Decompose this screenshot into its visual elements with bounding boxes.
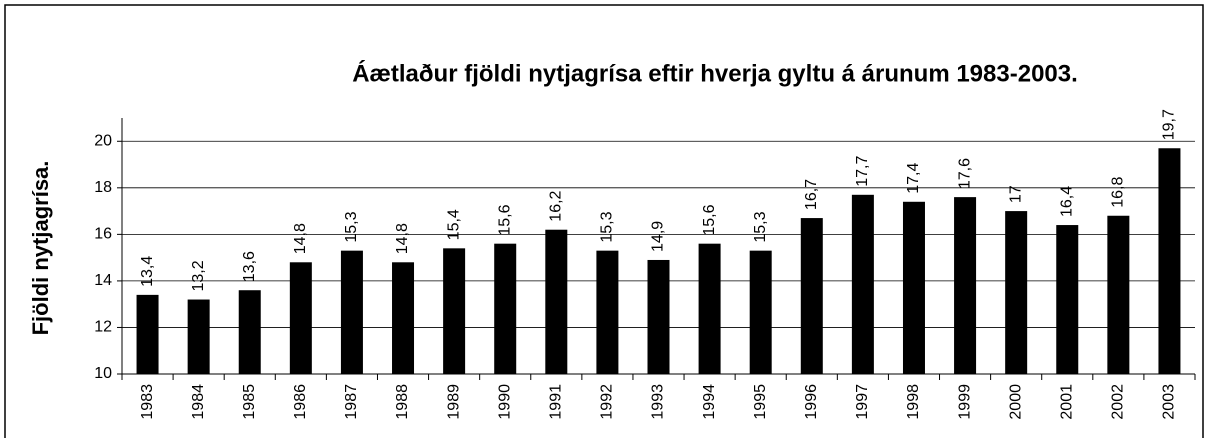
- bar: [289, 262, 312, 374]
- bar: [1005, 211, 1028, 374]
- bar: [1158, 148, 1181, 374]
- y-tick-label: 12: [94, 319, 112, 336]
- value-label: 17,6: [956, 158, 973, 189]
- x-tick-label: 1987: [343, 384, 360, 420]
- x-tick-label: 1989: [445, 384, 462, 420]
- value-label: 13,2: [190, 260, 207, 291]
- value-label: 15,4: [445, 209, 462, 240]
- value-label: 17,7: [854, 156, 871, 187]
- x-tick-label: 1996: [803, 384, 820, 420]
- x-tick-label: 2000: [1007, 384, 1024, 420]
- bar: [1107, 215, 1130, 374]
- value-label: 17,4: [905, 163, 922, 194]
- bar: [238, 290, 261, 374]
- x-tick-label: 1986: [292, 384, 309, 420]
- bar: [340, 250, 363, 374]
- x-tick-label: 1988: [394, 384, 411, 420]
- y-axis-label: Fjöldi nytjagrísa.: [28, 161, 53, 336]
- bar: [800, 218, 823, 374]
- value-label: 16,7: [803, 179, 820, 210]
- value-label: 17: [1007, 185, 1024, 203]
- x-tick-label: 2003: [1161, 384, 1178, 420]
- x-tick-label: 1995: [752, 384, 769, 420]
- bar: [545, 229, 568, 374]
- y-tick-label: 20: [94, 132, 112, 149]
- value-label: 15,6: [701, 204, 718, 235]
- bar: [749, 250, 772, 374]
- x-tick-label: 1992: [599, 384, 616, 420]
- value-label: 16,4: [1058, 186, 1075, 217]
- value-label: 16,2: [548, 190, 565, 221]
- value-label: 14,9: [650, 221, 667, 252]
- x-tick-label: 1994: [701, 384, 718, 420]
- x-tick-label: 2001: [1058, 384, 1075, 420]
- value-label: 14,8: [394, 223, 411, 254]
- value-label: 15,3: [599, 211, 616, 242]
- y-tick-label: 18: [94, 179, 112, 196]
- bar: [902, 201, 925, 374]
- value-label: 13,4: [139, 256, 156, 287]
- x-tick-label: 1998: [905, 384, 922, 420]
- x-tick-label: 1999: [956, 384, 973, 420]
- value-label: 19,7: [1161, 109, 1178, 140]
- bar: [954, 197, 977, 374]
- x-tick-label: 1993: [650, 384, 667, 420]
- x-tick-label: 1991: [548, 384, 565, 420]
- bar: [1056, 225, 1079, 374]
- value-label: 15,6: [496, 204, 513, 235]
- value-label: 15,3: [752, 211, 769, 242]
- x-tick-label: 2002: [1110, 384, 1127, 420]
- bar: [596, 250, 619, 374]
- x-tick-label: 1990: [496, 384, 513, 420]
- bar: [187, 299, 210, 374]
- value-label: 16,8: [1110, 177, 1127, 208]
- y-tick-label: 14: [94, 272, 112, 289]
- y-tick-label: 16: [94, 226, 112, 243]
- bar: [698, 243, 721, 374]
- x-tick-label: 1984: [190, 384, 207, 420]
- bar: [392, 262, 415, 374]
- x-tick-label: 1997: [854, 384, 871, 420]
- y-tick-label: 10: [94, 365, 112, 382]
- x-tick-label: 1983: [139, 384, 156, 420]
- value-label: 15,3: [343, 211, 360, 242]
- chart-title: Áætlaður fjöldi nytjagrísa eftir hverja …: [352, 59, 1078, 87]
- x-tick-label: 1985: [241, 384, 258, 420]
- bar: [647, 259, 670, 374]
- bar: [443, 248, 466, 374]
- value-label: 14,8: [292, 223, 309, 254]
- bar: [851, 194, 874, 374]
- bar: [136, 294, 159, 374]
- bar: [494, 243, 517, 374]
- value-label: 13,6: [241, 251, 258, 282]
